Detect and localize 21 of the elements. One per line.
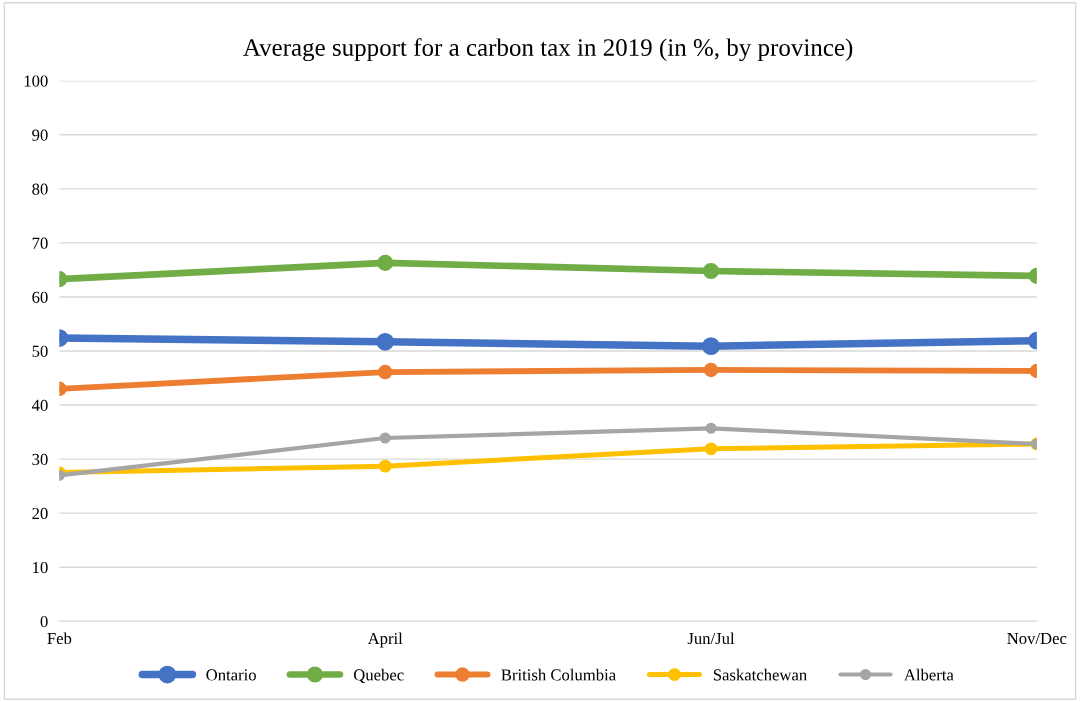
y-tick-label: 100	[24, 75, 48, 87]
x-tick-label: Feb	[47, 632, 72, 645]
chart-title: Average support for a carbon tax in 2019 (in %, by province)	[243, 38, 853, 62]
y-tick-label: 50	[32, 345, 48, 357]
y-tick-label: 20	[32, 507, 48, 520]
y-tick-label: 80	[32, 183, 48, 195]
x-tick-label: Jun/Jul	[687, 632, 735, 645]
y-tick-label: 0	[40, 615, 48, 628]
x-tick-label: April	[367, 632, 403, 648]
x-tick-label: Nov/Dec	[1007, 632, 1067, 645]
y-tick-label: 90	[32, 129, 48, 141]
legend-label: Ontario	[206, 669, 256, 681]
y-tick-label: 60	[32, 291, 48, 303]
legend-label: Quebec	[353, 668, 404, 684]
y-tick-label: 30	[32, 453, 48, 466]
y-tick-label: 70	[32, 237, 48, 249]
legend-label: British Columbia	[501, 668, 616, 681]
y-tick-label: 40	[31, 399, 48, 411]
y-tick-label: 10	[33, 561, 48, 574]
legend-label: Alberta	[904, 668, 954, 681]
legend-label: Saskatchewan	[713, 668, 807, 681]
